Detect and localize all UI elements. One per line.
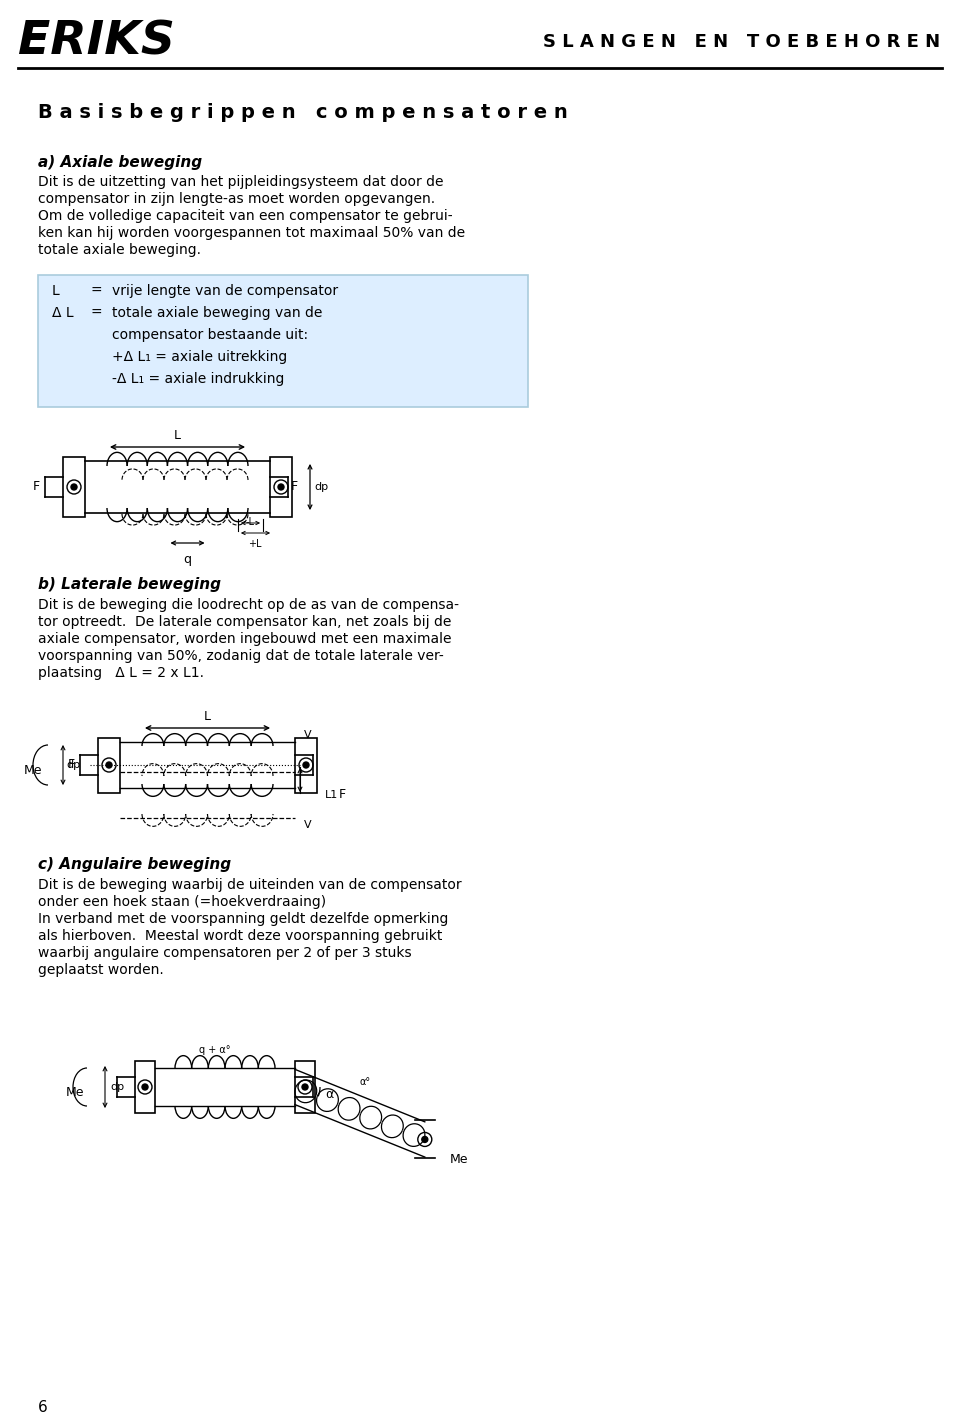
Circle shape [142,1084,148,1089]
Text: a) Axiale beweging: a) Axiale beweging [38,154,203,170]
Text: plaatsing   Δ L = 2 x L1.: plaatsing Δ L = 2 x L1. [38,666,204,680]
Text: +L: +L [249,539,262,549]
Text: onder een hoek staan (=hoekverdraaing): onder een hoek staan (=hoekverdraaing) [38,896,326,908]
Text: α: α [325,1088,333,1101]
Text: 6: 6 [38,1400,48,1416]
Text: -L: -L [246,518,254,528]
Text: Dit is de beweging die loodrecht op de as van de compensa-: Dit is de beweging die loodrecht op de a… [38,597,459,612]
Circle shape [421,1137,428,1142]
Bar [295,737,317,793]
Text: Dit is de uitzetting van het pijpleidingsysteem dat door de: Dit is de uitzetting van het pijpleiding… [38,175,444,190]
FancyBboxPatch shape [38,275,528,406]
Text: als hierboven.  Meestal wordt deze voorspanning gebruikt: als hierboven. Meestal wordt deze voorsp… [38,928,443,943]
Text: b) Laterale beweging: b) Laterale beweging [38,578,221,592]
Text: L: L [174,429,181,442]
Text: compensator bestaande uit:: compensator bestaande uit: [112,328,308,342]
Text: totale axiale beweging van de: totale axiale beweging van de [112,307,323,319]
Text: Me: Me [24,763,42,777]
Text: Me: Me [65,1085,84,1098]
Text: vrije lengte van de compensator: vrije lengte van de compensator [112,284,338,298]
Text: c) Angulaire beweging: c) Angulaire beweging [38,857,231,873]
Text: L1: L1 [325,790,338,800]
Text: compensator in zijn lengte-as moet worden opgevangen.: compensator in zijn lengte-as moet worde… [38,193,435,205]
Text: q + α°: q + α° [200,1045,230,1055]
Circle shape [278,483,284,491]
Text: In verband met de voorspanning geldt dezelfde opmerking: In verband met de voorspanning geldt dez… [38,913,448,925]
Bar [295,1061,315,1114]
Bar [135,1061,155,1114]
Text: =: = [90,284,102,298]
Text: dp: dp [314,482,328,492]
Text: -Δ L₁ = axiale indrukking: -Δ L₁ = axiale indrukking [112,372,284,386]
Text: dp: dp [66,760,80,770]
Circle shape [106,761,112,769]
Text: waarbij angulaire compensatoren per 2 of per 3 stuks: waarbij angulaire compensatoren per 2 of… [38,945,412,960]
Circle shape [71,483,77,491]
Bar [270,456,292,518]
Text: Δ L: Δ L [52,307,74,319]
Text: Me: Me [450,1154,468,1166]
Text: tor optreedt.  De laterale compensator kan, net zoals bij de: tor optreedt. De laterale compensator ka… [38,615,451,629]
Text: L: L [52,284,60,298]
Bar [98,737,120,793]
Circle shape [302,1084,308,1089]
Text: F: F [33,481,40,493]
Bar [63,456,85,518]
Text: axiale compensator, worden ingebouwd met een maximale: axiale compensator, worden ingebouwd met… [38,632,451,646]
Text: B a s i s b e g r i p p e n   c o m p e n s a t o r e n: B a s i s b e g r i p p e n c o m p e n … [38,103,567,121]
Text: +Δ L₁ = axiale uitrekking: +Δ L₁ = axiale uitrekking [112,349,287,364]
Text: S L A N G E N   E N   T O E B E H O R E N: S L A N G E N E N T O E B E H O R E N [542,33,940,51]
Circle shape [303,761,309,769]
Text: =: = [90,307,102,319]
Text: q: q [183,553,191,566]
Text: ken kan hij worden voorgespannen tot maximaal 50% van de: ken kan hij worden voorgespannen tot max… [38,225,466,240]
Text: F: F [68,759,75,771]
Text: voorspanning van 50%, zodanig dat de totale laterale ver-: voorspanning van 50%, zodanig dat de tot… [38,649,444,663]
Text: totale axiale beweging.: totale axiale beweging. [38,242,201,257]
Text: V: V [304,730,312,740]
Text: ERIKS: ERIKS [18,20,175,64]
Text: Dit is de beweging waarbij de uiteinden van de compensator: Dit is de beweging waarbij de uiteinden … [38,878,462,893]
Text: dp: dp [110,1082,124,1092]
Text: L: L [204,710,211,723]
Text: V: V [304,820,312,830]
Text: α°: α° [359,1077,371,1087]
Text: F: F [339,789,347,801]
Text: F: F [291,481,299,493]
Text: Om de volledige capaciteit van een compensator te gebrui-: Om de volledige capaciteit van een compe… [38,210,452,222]
Text: geplaatst worden.: geplaatst worden. [38,963,164,977]
